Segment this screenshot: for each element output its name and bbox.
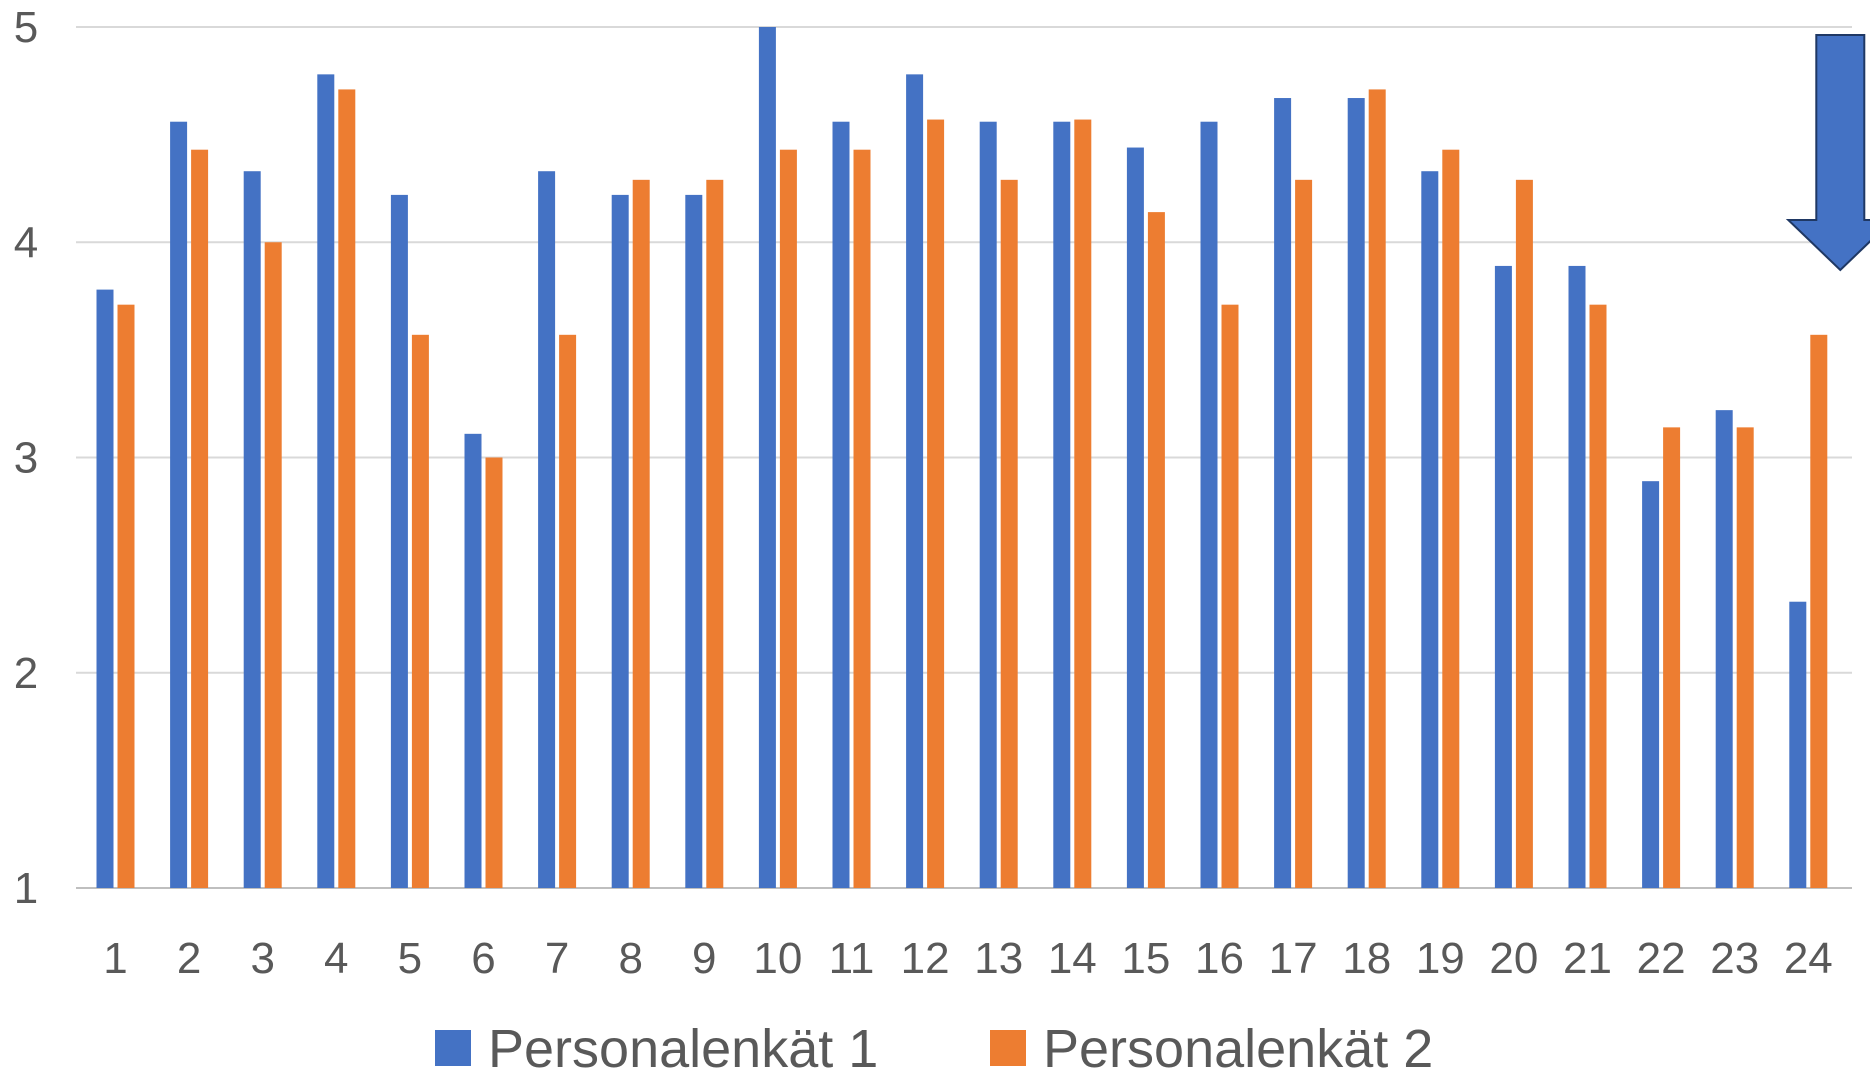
bar-series-2-cat-19: [1442, 149, 1460, 888]
x-tick-label: 3: [250, 934, 274, 983]
x-tick-label: 10: [753, 934, 802, 983]
bar-series-1-cat-11: [832, 121, 850, 888]
bar-series-2-cat-11: [853, 149, 871, 888]
bar-series-2-cat-14: [1074, 119, 1092, 889]
bar-series-1-cat-10: [758, 27, 776, 888]
legend: Personalenkät 1 Personalenkät 2: [435, 1019, 1433, 1074]
bar-series-1-cat-1: [96, 289, 114, 889]
x-tick-label: 19: [1416, 934, 1465, 983]
bar-series-2-cat-5: [411, 334, 429, 888]
bar-series-2-cat-6: [485, 457, 503, 888]
bar-series-2-cat-16: [1221, 304, 1239, 888]
x-tick-label: 21: [1563, 934, 1612, 983]
bar-series-2-cat-24: [1810, 334, 1828, 888]
y-tick-label: 3: [14, 434, 38, 483]
bar-series-1-cat-7: [538, 171, 556, 888]
x-tick-label: 9: [692, 934, 716, 983]
bar-series-2-cat-15: [1147, 212, 1165, 889]
x-axis-ticks: 1 2 3 4 5 6 7 8 9 10 11 12 13 14 15 16 17 18 19 20 21 22 23 24: [103, 934, 1833, 983]
y-tick-label: 2: [14, 649, 38, 698]
bar-series-1-cat-6: [464, 433, 482, 888]
bar-series-1-cat-15: [1126, 147, 1144, 889]
bar-series-1-cat-5: [390, 194, 408, 888]
bar-series-2-cat-20: [1515, 179, 1533, 888]
bar-series-2-cat-4: [338, 89, 356, 889]
x-tick-label: 11: [829, 934, 875, 983]
bar-series-1-cat-13: [979, 121, 997, 888]
bar-series-1-cat-8: [611, 194, 629, 888]
bar-series-1-cat-4: [317, 74, 335, 889]
bar-series-2-cat-9: [706, 179, 724, 888]
bar-series-1-cat-23: [1715, 410, 1733, 888]
bar-series-2-cat-10: [779, 149, 797, 888]
x-tick-label: 1: [103, 934, 127, 983]
x-tick-label: 22: [1637, 934, 1686, 983]
bar-series-2-cat-2: [191, 149, 209, 888]
x-tick-label: 20: [1489, 934, 1538, 983]
legend-label-series-2: Personalenkät 2: [1043, 1019, 1433, 1074]
x-tick-label: 13: [974, 934, 1023, 983]
x-tick-label: 12: [901, 934, 950, 983]
x-tick-label: 5: [398, 934, 422, 983]
x-tick-label: 2: [177, 934, 201, 983]
bars: [96, 27, 1828, 889]
bar-series-2-cat-12: [927, 119, 945, 889]
gridlines: [76, 26, 1852, 889]
bar-series-1-cat-17: [1274, 98, 1292, 889]
x-tick-label: 24: [1784, 934, 1833, 983]
bar-series-1-cat-9: [685, 194, 703, 888]
legend-swatch-series-2: [990, 1030, 1026, 1066]
bar-series-2-cat-21: [1589, 304, 1607, 888]
x-tick-label: 4: [324, 934, 348, 983]
y-axis-ticks: 1 2 3 4 5: [14, 3, 38, 913]
bar-series-1-cat-18: [1347, 98, 1365, 889]
legend-swatch-series-1: [435, 1030, 471, 1066]
bar-series-2-cat-7: [559, 334, 577, 888]
x-tick-label: 6: [471, 934, 495, 983]
y-tick-label: 5: [14, 3, 38, 52]
x-tick-label: 14: [1048, 934, 1097, 983]
bar-series-2-cat-22: [1663, 427, 1681, 888]
bar-series-1-cat-14: [1053, 121, 1071, 888]
down-arrow-icon: [1785, 34, 1870, 272]
x-tick-label: 17: [1269, 934, 1318, 983]
bar-series-2-cat-18: [1368, 89, 1386, 889]
bar-series-2-cat-17: [1295, 179, 1313, 888]
bar-series-2-cat-3: [264, 242, 282, 888]
bar-series-1-cat-20: [1494, 265, 1512, 888]
x-tick-label: 16: [1195, 934, 1244, 983]
bar-series-1-cat-12: [906, 74, 924, 889]
x-tick-label: 23: [1710, 934, 1759, 983]
bar-series-2-cat-13: [1000, 179, 1018, 888]
bar-series-2-cat-8: [632, 179, 650, 888]
bar-series-2-cat-23: [1736, 427, 1754, 888]
bar-series-1-cat-2: [170, 121, 188, 888]
y-tick-label: 4: [14, 218, 38, 267]
bar-series-1-cat-24: [1789, 601, 1807, 888]
x-tick-label: 7: [545, 934, 569, 983]
bar-series-1-cat-21: [1568, 265, 1586, 888]
x-tick-label: 15: [1121, 934, 1170, 983]
bar-series-1-cat-3: [243, 171, 261, 888]
x-tick-label: 18: [1342, 934, 1391, 983]
bar-series-1-cat-16: [1200, 121, 1218, 888]
legend-label-series-1: Personalenkät 1: [488, 1019, 878, 1074]
x-tick-label: 8: [618, 934, 642, 983]
bar-series-2-cat-1: [117, 304, 135, 888]
bar-series-1-cat-19: [1421, 171, 1439, 888]
y-tick-label: 1: [14, 864, 38, 913]
bar-series-1-cat-22: [1642, 481, 1660, 888]
